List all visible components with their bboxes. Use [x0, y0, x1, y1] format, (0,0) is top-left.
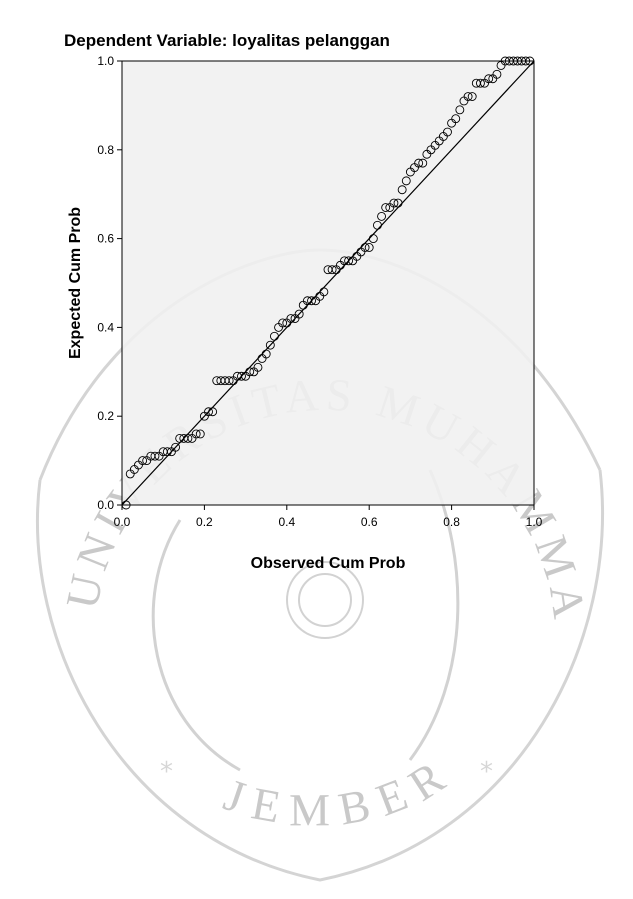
- svg-text:*: *: [160, 757, 173, 787]
- data-point: [269, 331, 279, 341]
- data-point: [208, 407, 218, 417]
- data-point: [171, 442, 181, 452]
- data-point: [237, 371, 246, 381]
- data-point: [451, 114, 461, 124]
- y-axis-label: Expected Cum Prob: [67, 207, 84, 359]
- data-point: [138, 456, 148, 466]
- data-point: [327, 265, 337, 275]
- data-point: [150, 451, 160, 461]
- data-point: [463, 92, 473, 101]
- data-point: [467, 92, 477, 101]
- y-tick-label: 0.8: [97, 143, 114, 157]
- data-point: [364, 243, 374, 252]
- y-tick-label: 0.0: [97, 498, 114, 512]
- data-point: [418, 158, 428, 168]
- x-tick-label: 0.2: [196, 515, 213, 529]
- data-point: [484, 74, 494, 84]
- reference-line: [121, 60, 535, 506]
- data-point: [294, 309, 304, 319]
- data-point: [389, 198, 399, 208]
- data-point: [492, 69, 502, 79]
- data-point: [393, 198, 403, 208]
- axis-ticks: 0.0 0.2 0.4 0.6 0.8 1.0 0.0 0.2 0.4 0.6 0.8 1.0: [97, 54, 542, 529]
- y-tick-label: 0.2: [97, 409, 114, 423]
- data-point: [521, 56, 531, 66]
- chart-title: Dependent Variable: loyalitas pelanggan: [64, 31, 390, 50]
- data-point: [377, 211, 387, 221]
- x-tick-label: 0.8: [443, 515, 460, 529]
- data-point: [372, 220, 382, 230]
- data-point: [414, 158, 424, 168]
- data-point: [319, 287, 329, 297]
- x-tick-label: 0.4: [278, 515, 295, 529]
- data-point: [344, 256, 354, 266]
- data-point: [381, 203, 391, 212]
- data-point: [475, 78, 485, 88]
- x-tick-label: 0.6: [361, 515, 378, 529]
- data-point: [443, 127, 452, 137]
- data-point: [261, 349, 271, 359]
- x-tick-label: 1.0: [526, 515, 543, 529]
- data-point: [397, 185, 407, 195]
- data-point: [183, 433, 193, 443]
- y-tick-label: 0.6: [97, 232, 114, 246]
- data-point: [253, 362, 263, 372]
- data-point: [121, 500, 131, 510]
- data-point: [195, 429, 205, 439]
- seal-stars: * *: [160, 757, 493, 787]
- data-point: [162, 447, 172, 457]
- y-tick-label: 1.0: [97, 54, 114, 68]
- data-point: [525, 56, 535, 66]
- data-point: [245, 367, 255, 377]
- seal-emblem: [151, 469, 460, 772]
- data-point: [455, 105, 465, 115]
- data-point: [224, 376, 234, 386]
- data-point: [265, 340, 275, 350]
- x-axis-label: Observed Cum Prob: [251, 555, 406, 572]
- svg-text:*: *: [480, 757, 493, 787]
- y-tick-label: 0.4: [97, 320, 114, 334]
- data-point: [401, 176, 411, 186]
- x-tick-label: 0.0: [114, 515, 131, 529]
- data-point: [360, 243, 370, 252]
- data-point: [204, 407, 213, 417]
- data-point: [307, 296, 316, 306]
- data-point: [286, 314, 296, 323]
- data-point: [368, 234, 378, 244]
- data-point: [191, 429, 201, 439]
- data-point: [278, 318, 288, 328]
- data-points: [121, 56, 535, 510]
